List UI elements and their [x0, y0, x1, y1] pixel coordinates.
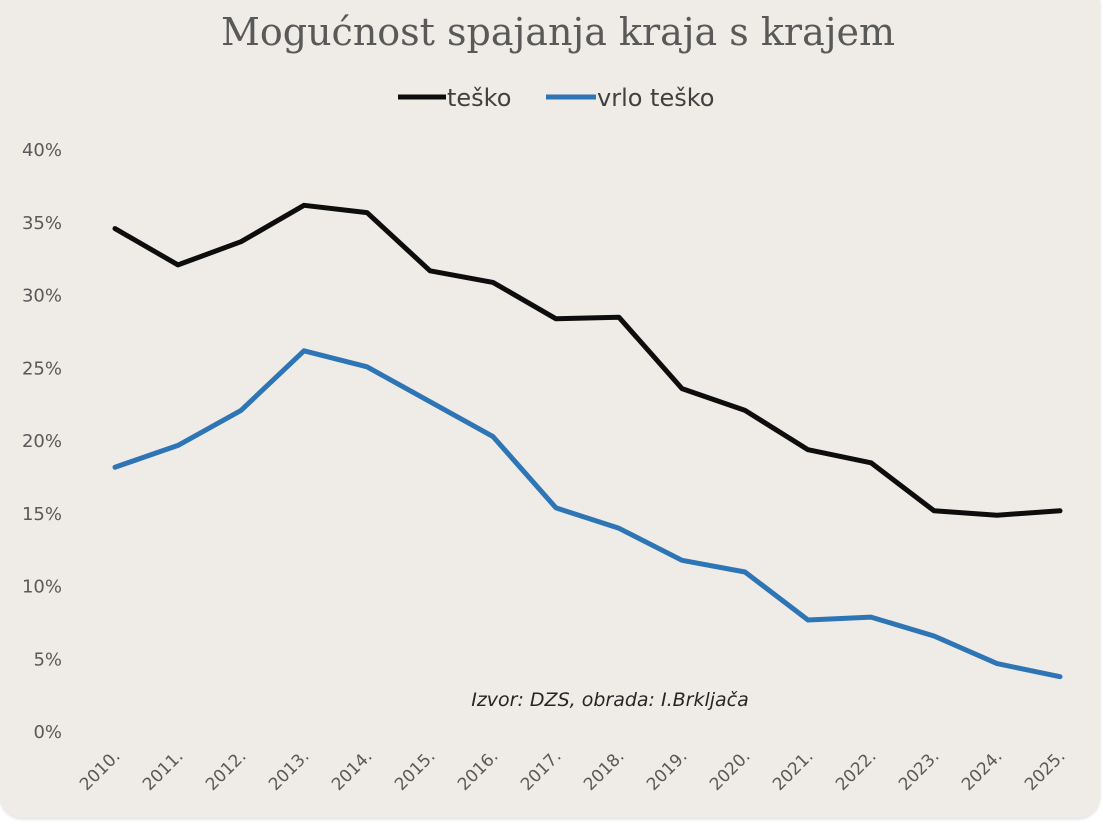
- y-tick-label: 20%: [22, 431, 62, 452]
- legend: teško vrlo teško: [398, 84, 714, 112]
- y-tick-label: 5%: [33, 649, 62, 670]
- x-axis: 2010. 2011. 2012. 2013. 2014. 2015. 2016. 2017.…: [76, 746, 1070, 795]
- chart-title: Mogućnost spajanja kraja s krajem: [221, 10, 895, 54]
- x-tick-label: 2019.: [643, 746, 692, 795]
- series-line-tesko: [112, 202, 1063, 518]
- y-tick-label: 35%: [22, 213, 62, 234]
- x-tick-label: 2023.: [895, 746, 944, 795]
- x-tick-label: 2013.: [265, 746, 314, 795]
- y-tick-label: 40%: [22, 140, 62, 161]
- series-line-vrlo-tesko: [112, 348, 1063, 680]
- y-tick-label: 30%: [22, 286, 62, 307]
- x-tick-label: 2015.: [391, 746, 440, 795]
- x-tick-label: 2022.: [832, 746, 881, 795]
- x-tick-label: 2024.: [958, 746, 1007, 795]
- x-tick-label: 2020.: [706, 746, 755, 795]
- legend-label-vrlo-tesko: vrlo teško: [597, 84, 714, 112]
- legend-label-tesko: teško: [447, 84, 511, 112]
- x-tick-label: 2010.: [76, 746, 125, 795]
- x-tick-label: 2012.: [202, 746, 251, 795]
- y-tick-label: 25%: [22, 358, 62, 379]
- series-layer: [112, 202, 1063, 680]
- source-annotation: Izvor: DZS, obrada: I.Brkljača: [471, 689, 749, 711]
- x-tick-label: 2014.: [328, 746, 377, 795]
- x-tick-label: 2018.: [580, 746, 629, 795]
- y-tick-label: 10%: [22, 577, 62, 598]
- y-tick-label: 0%: [33, 722, 62, 743]
- x-tick-label: 2016.: [454, 746, 503, 795]
- x-tick-label: 2021.: [769, 746, 818, 795]
- x-tick-label: 2017.: [517, 746, 566, 795]
- x-tick-label: 2011.: [139, 746, 188, 795]
- x-tick-label: 2025.: [1021, 746, 1070, 795]
- y-tick-label: 15%: [22, 504, 62, 525]
- y-axis: 0% 5% 10% 15% 20% 25% 30% 35% 40%: [22, 140, 62, 743]
